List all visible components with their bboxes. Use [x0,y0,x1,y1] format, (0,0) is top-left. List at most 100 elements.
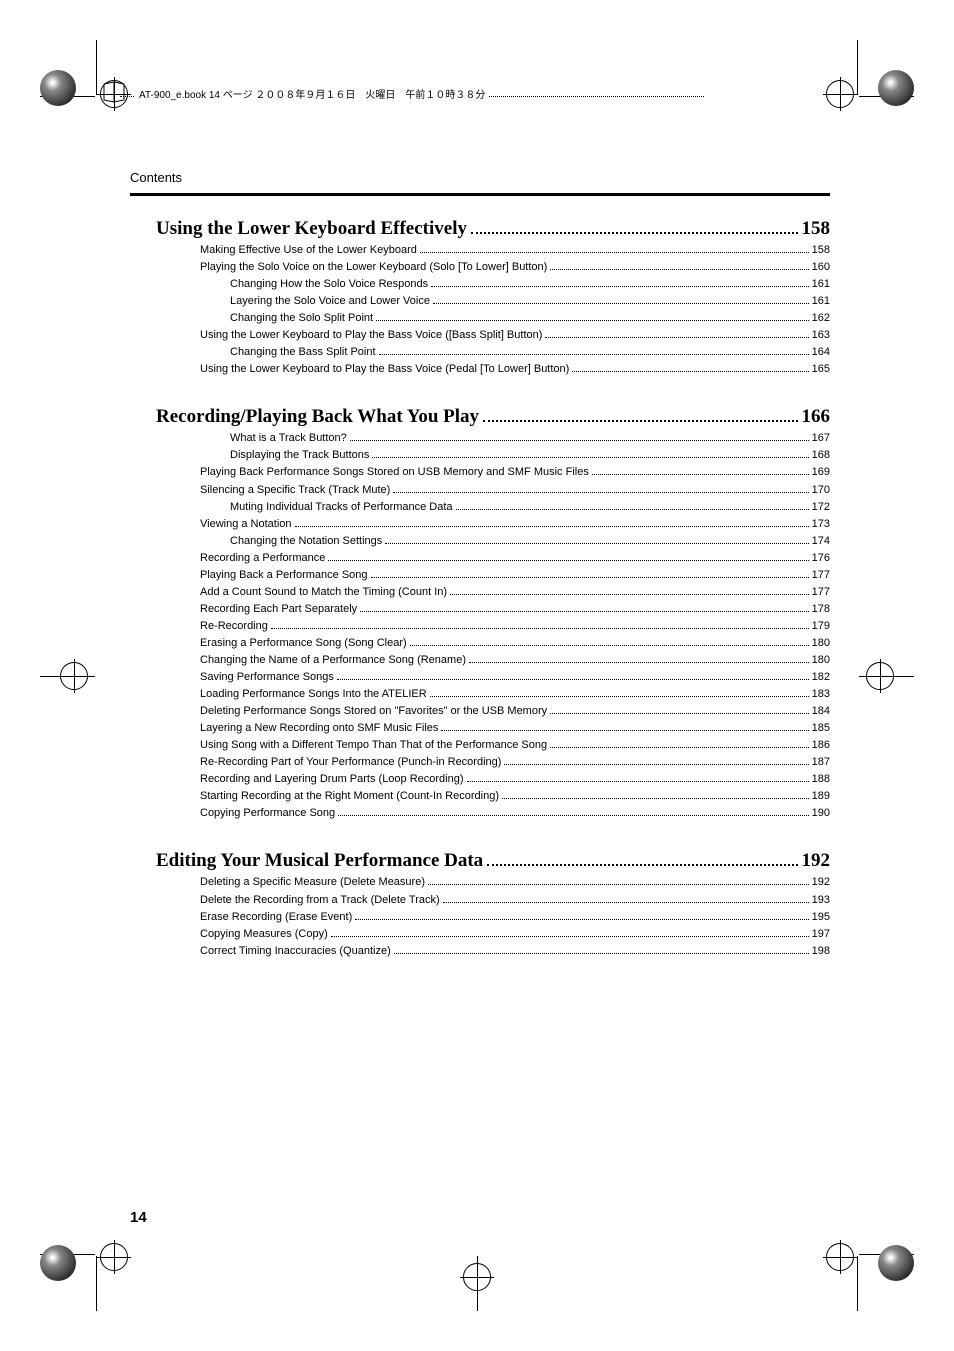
toc-title: Using Song with a Different Tempo Than T… [200,737,547,754]
dot-leader [550,269,808,270]
toc-page: 169 [812,464,830,481]
toc-page: 184 [812,703,830,720]
dot-leader [487,864,797,866]
toc-title: What is a Track Button? [230,430,347,447]
toc-entry: Recording and Layering Drum Parts (Loop … [200,771,830,788]
color-bar-icon [40,1245,76,1281]
toc-entry: Add a Count Sound to Match the Timing (C… [200,584,830,601]
toc-entry: Playing Back a Performance Song177 [200,567,830,584]
header-filename: AT-900_e.book 14 ページ ２００８年９月１６日 火曜日 午前１０… [135,86,489,101]
dot-leader [443,902,809,903]
book-icon [100,78,128,106]
dot-leader [504,764,808,765]
dot-leader [328,560,808,561]
toc-page: 185 [812,720,830,737]
toc-entry: Playing Back Performance Songs Stored on… [200,464,830,481]
toc-entry: Copying Measures (Copy) 197 [200,926,830,943]
horizontal-rule [130,193,830,196]
dot-leader [550,713,809,714]
dot-leader [372,457,808,458]
registration-mark-icon [826,1243,854,1271]
toc-title: Layering the Solo Voice and Lower Voice [230,293,430,310]
toc-page: 170 [812,482,830,499]
dot-leader [360,611,808,612]
toc-page: 186 [812,737,830,754]
section-heading: Recording/Playing Back What You Play 166 [156,406,830,428]
crop-mark [96,40,97,95]
toc-page: 193 [812,892,830,909]
toc-title: Layering a New Recording onto SMF Music … [200,720,438,737]
dot-leader [433,303,809,304]
dot-leader [379,354,809,355]
page-content: Contents Using the Lower Keyboard Effect… [130,170,830,960]
dot-leader [592,474,809,475]
toc-page: 162 [812,310,830,327]
registration-mark-icon [866,662,894,690]
toc-page: 172 [812,499,830,516]
toc-entry: Correct Timing Inaccuracies (Quantize)19… [200,943,830,960]
dot-leader [385,543,808,544]
toc-entry: What is a Track Button? 167 [230,430,830,447]
crop-mark [857,40,858,95]
toc-title: Changing How the Solo Voice Responds [230,276,428,293]
toc-title: Copying Measures (Copy) [200,926,328,943]
toc-title: Making Effective Use of the Lower Keyboa… [200,242,417,259]
toc-page: 179 [812,618,830,635]
toc-entry: Muting Individual Tracks of Performance … [230,499,830,516]
toc-title: Loading Performance Songs Into the ATELI… [200,686,427,703]
toc-page: 195 [812,909,830,926]
toc-title: Playing the Solo Voice on the Lower Keyb… [200,259,547,276]
toc-title: Re-Recording [200,618,268,635]
dot-leader [350,440,809,441]
dot-leader [295,526,809,527]
dot-leader [456,509,809,510]
toc-entry: Viewing a Notation173 [200,516,830,533]
toc-title: Playing Back Performance Songs Stored on… [200,464,589,481]
dot-leader [355,919,808,920]
toc-title: Using the Lower Keyboard to Play the Bas… [200,361,569,378]
toc-page: 165 [812,361,830,378]
toc-page: 192 [812,874,830,891]
dot-leader [337,679,809,680]
toc-title: Changing the Notation Settings [230,533,382,550]
toc-title: Changing the Bass Split Point [230,344,376,361]
toc-title: Delete the Recording from a Track (Delet… [200,892,440,909]
toc-entry: Re-Recording 179 [200,618,830,635]
toc-title: Copying Performance Song [200,805,335,822]
section-heading: Editing Your Musical Performance Data 19… [156,850,830,872]
toc-page: 197 [812,926,830,943]
toc-page: 164 [812,344,830,361]
section-heading: Using the Lower Keyboard Effectively 158 [156,218,830,240]
toc-entry: Displaying the Track Buttons168 [230,447,830,464]
toc-page: 177 [812,567,830,584]
color-bar-icon [878,70,914,106]
toc-page: 158 [812,242,830,259]
toc-page: 167 [812,430,830,447]
dot-leader [371,577,809,578]
registration-mark-icon [826,80,854,108]
toc-page: 177 [812,584,830,601]
page-number: 14 [130,1209,147,1226]
toc-page: 168 [812,447,830,464]
dot-leader [331,936,809,937]
toc-entry: Recording Each Part Separately178 [200,601,830,618]
dot-leader [271,628,809,629]
dot-leader [428,884,809,885]
toc-page: 190 [812,805,830,822]
dot-leader [431,286,809,287]
color-bar-icon [878,1245,914,1281]
section-page: 192 [802,850,831,872]
toc-entry: Playing the Solo Voice on the Lower Keyb… [200,259,830,276]
toc-title: Erasing a Performance Song (Song Clear) [200,635,407,652]
registration-mark-icon [100,1243,128,1271]
toc-title: Saving Performance Songs [200,669,334,686]
toc-entry: Changing How the Solo Voice Responds161 [230,276,830,293]
toc-title: Using the Lower Keyboard to Play the Bas… [200,327,542,344]
section-title: Using the Lower Keyboard Effectively [156,218,467,240]
section-page: 158 [802,218,831,240]
dot-leader [430,696,809,697]
toc-entry: Re-Recording Part of Your Performance (P… [200,754,830,771]
toc-title: Recording a Performance [200,550,325,567]
registration-mark-icon [463,1263,491,1291]
toc-page: 180 [812,652,830,669]
